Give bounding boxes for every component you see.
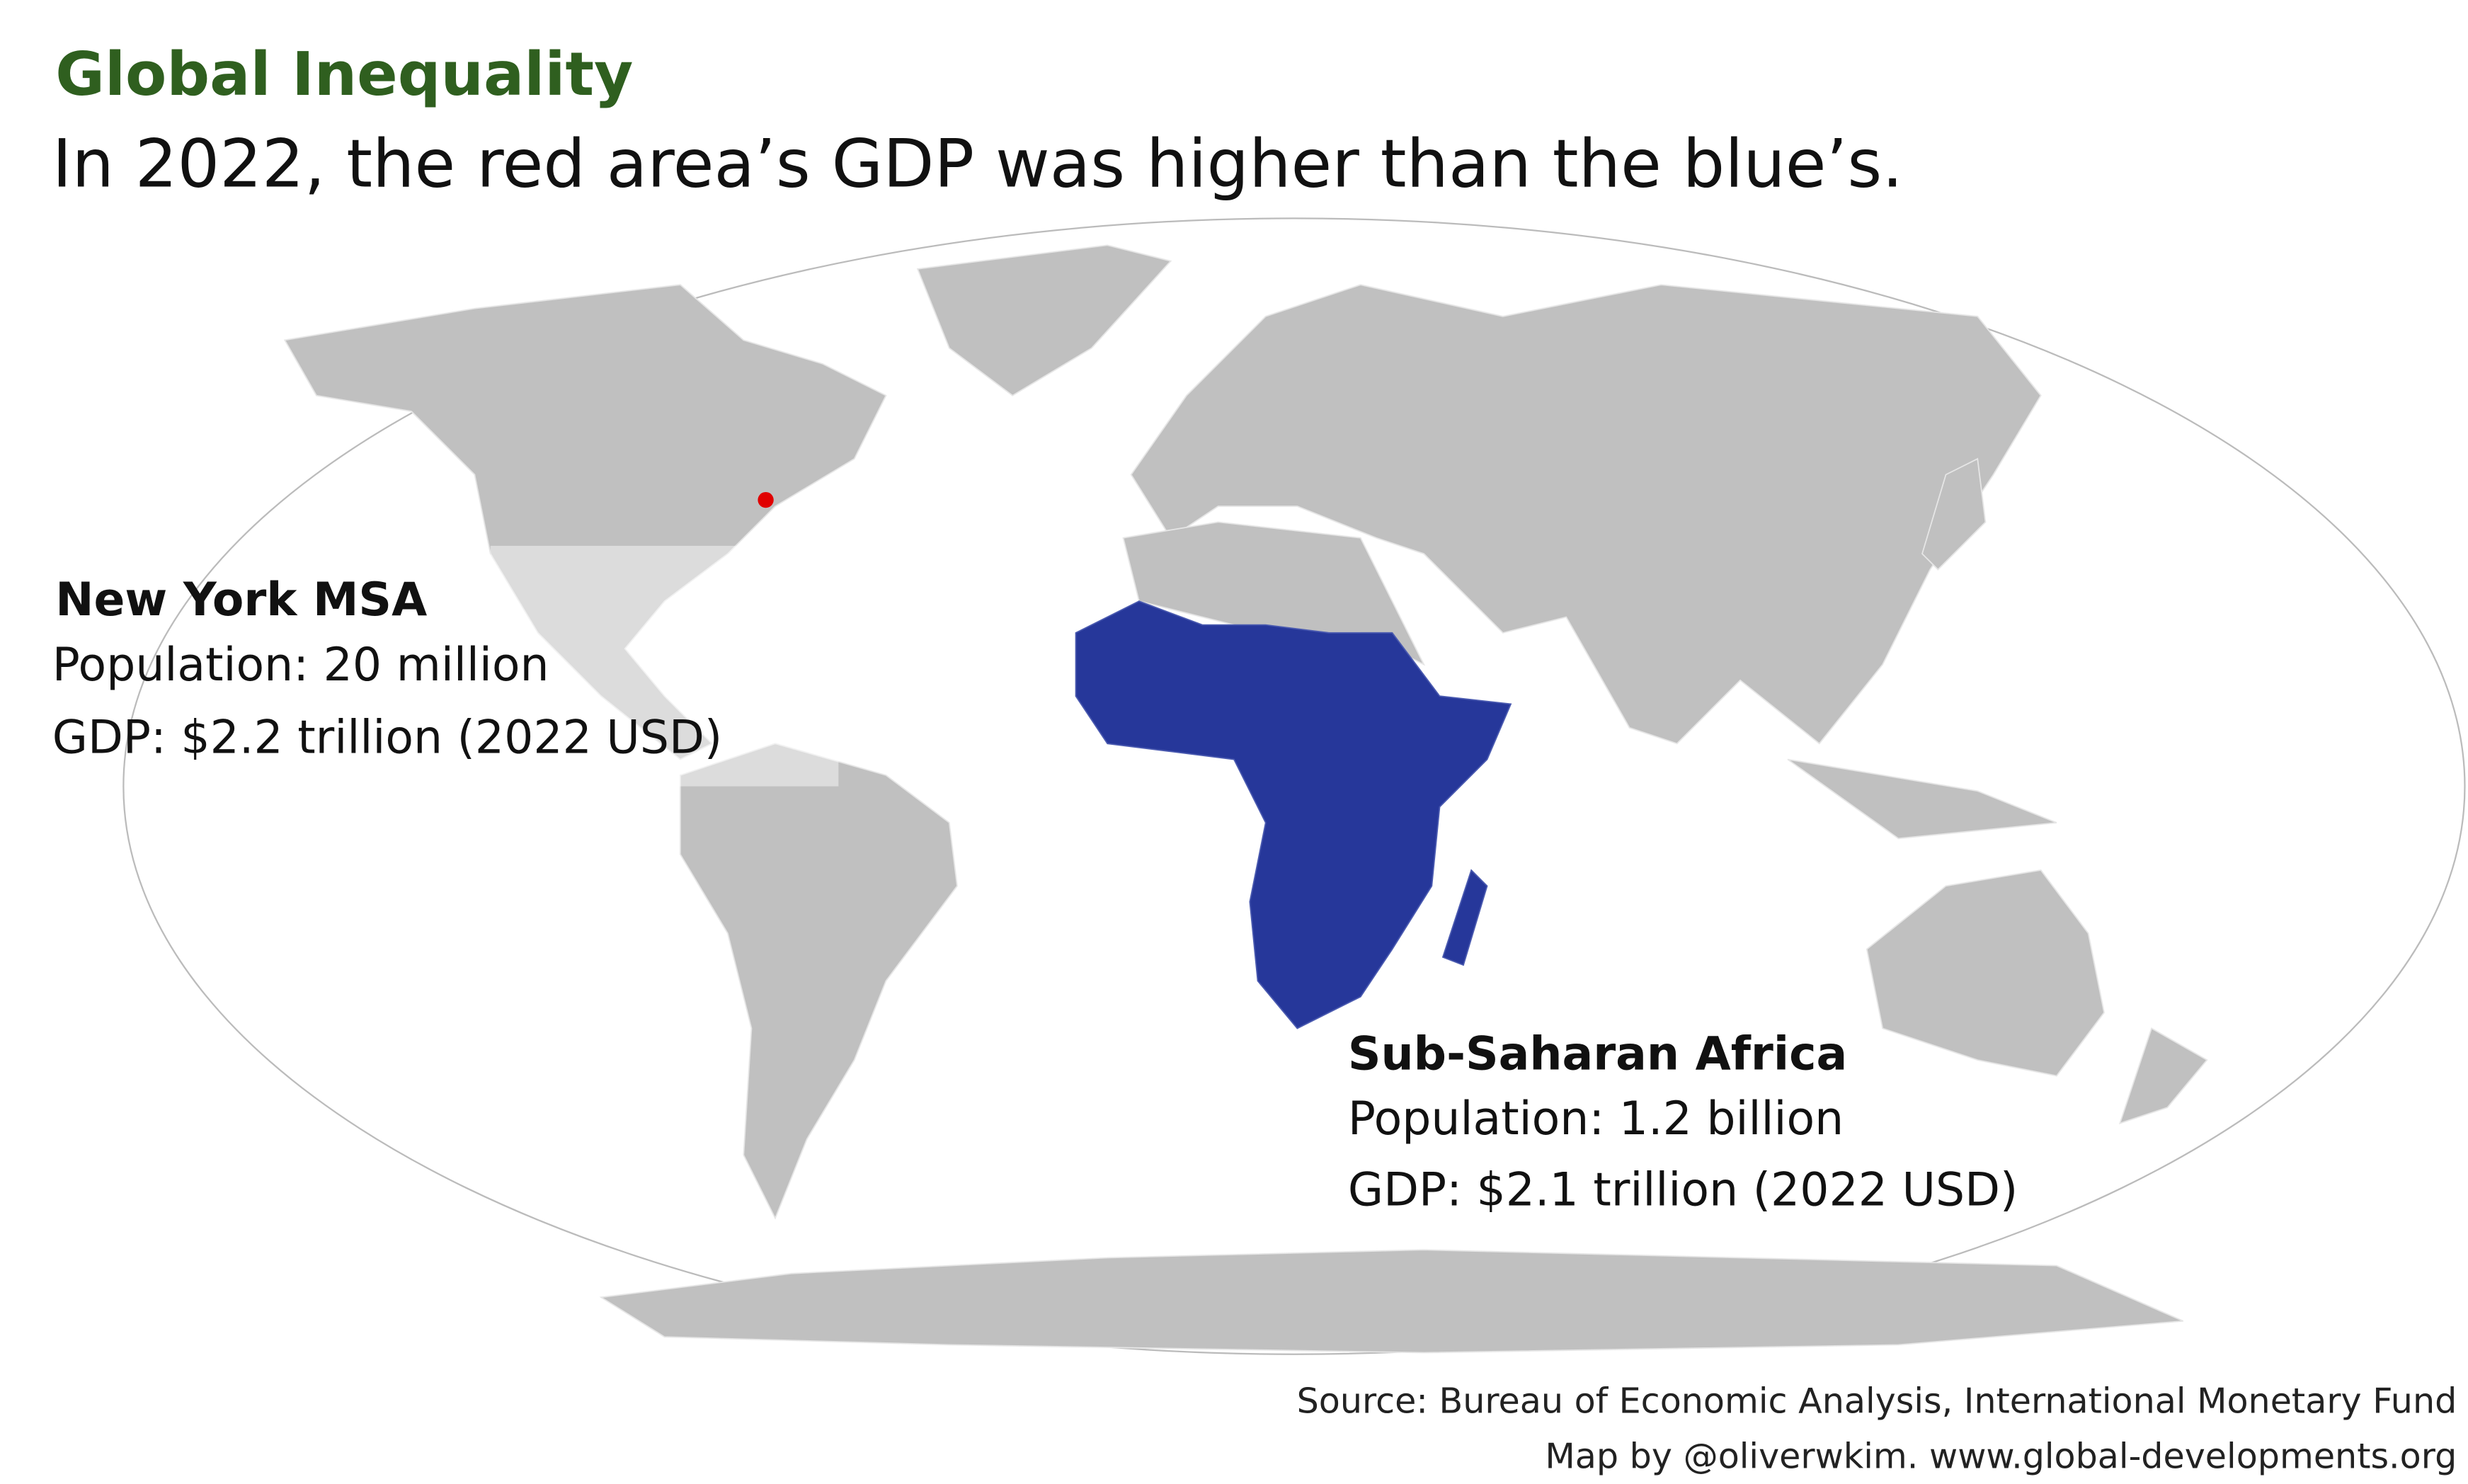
antarctica <box>599 1249 2184 1354</box>
world-map <box>122 217 2466 1355</box>
annotation-heading: New York MSA <box>55 573 427 627</box>
label-backdrop <box>490 545 839 787</box>
subtitle: In 2022, the red area’s GDP was higher t… <box>52 126 1903 203</box>
north-america <box>283 284 887 760</box>
new-york-annotation: New York MSA Population: 20 million GDP:… <box>52 573 722 764</box>
annotation-text: GDP: $2.1 trillion (2022 USD) <box>1348 1164 2018 1217</box>
annotation-text: Population: 20 million <box>52 639 549 692</box>
australia <box>1866 869 2105 1077</box>
annotation-text: Population: 1.2 billion <box>1348 1092 1844 1146</box>
africa-annotation: Sub-Saharan Africa Population: 1.2 billi… <box>1348 1028 2018 1217</box>
southeast-asia <box>1787 758 2057 840</box>
japan <box>1921 457 1987 571</box>
title: Global Inequality <box>55 40 633 110</box>
madagascar <box>1441 869 1488 966</box>
eurasia <box>1130 284 2042 745</box>
south-america <box>680 743 958 1220</box>
new-zealand <box>2118 1027 2208 1124</box>
annotation-text: GDP: $2.2 trillion (2022 USD) <box>52 712 722 765</box>
source-note: Source: Bureau of Economic Analysis, Int… <box>1297 1380 2457 1421</box>
greenland <box>916 244 1172 396</box>
annotation-heading: Sub-Saharan Africa <box>1348 1028 1847 1081</box>
credit-note: Map by @oliverwkim. www.global-developme… <box>1545 1436 2457 1477</box>
sub-saharan-africa <box>1075 600 1512 1029</box>
new-york-marker <box>758 491 774 508</box>
